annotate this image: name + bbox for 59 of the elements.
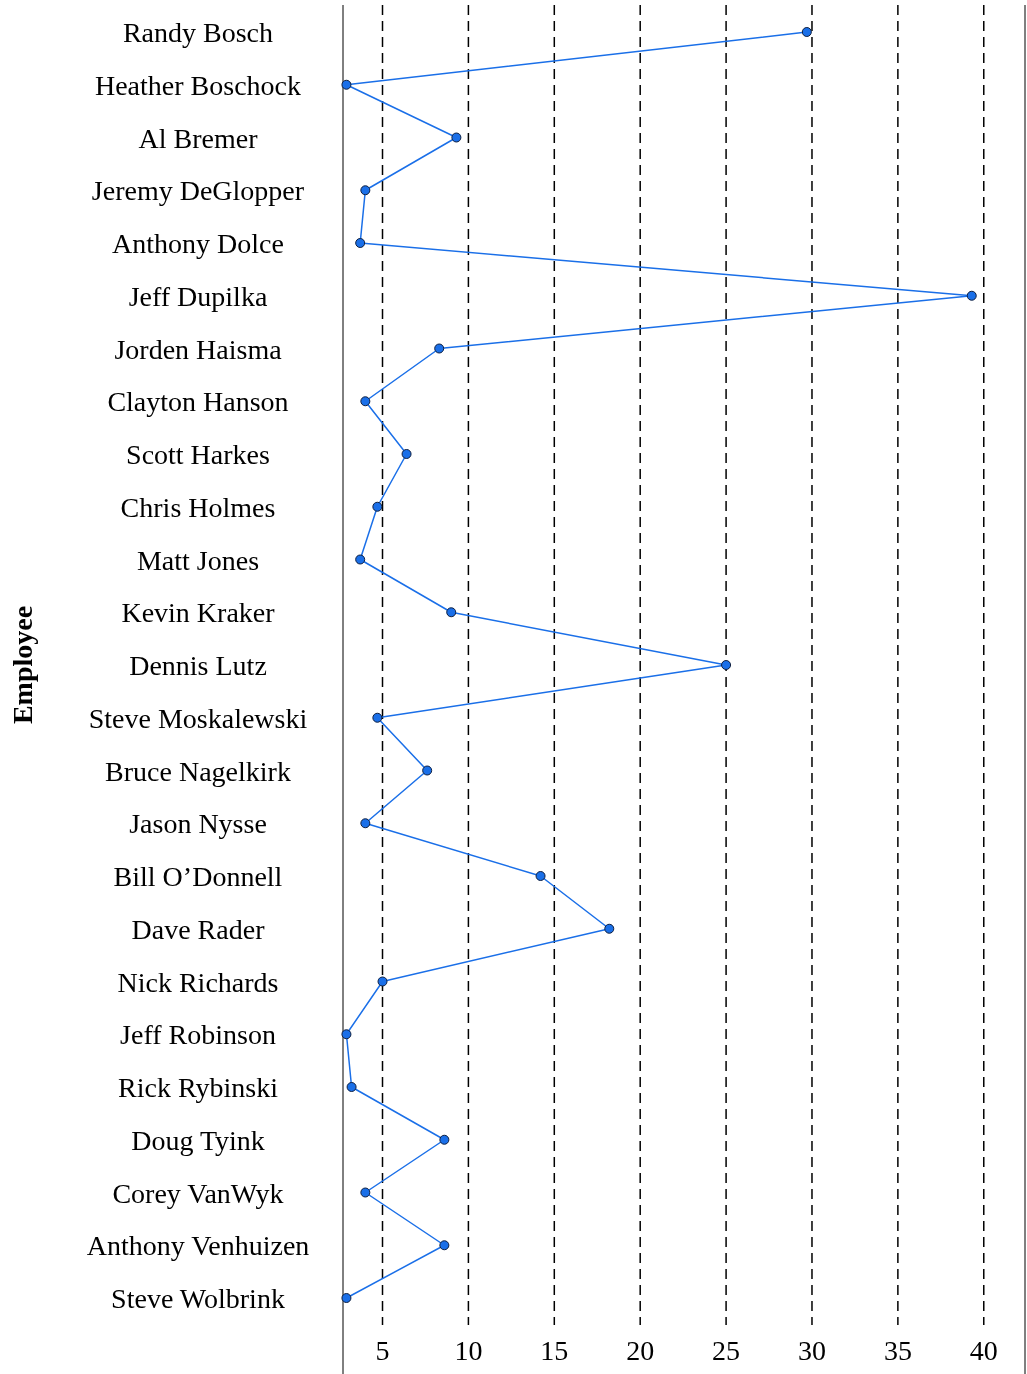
point — [346, 1082, 357, 1092]
x-tick-label: 15 — [540, 1335, 569, 1366]
x-tick-label: 30 — [797, 1335, 826, 1366]
y-tick-label: Steve Wolbrink — [111, 1283, 285, 1314]
point — [439, 1134, 450, 1145]
y-tick-label: Heather Boschock — [94, 69, 302, 101]
point — [372, 501, 383, 512]
y-tick-label: Jeremy DeGlopper — [91, 175, 305, 207]
y-tick-label: Bill O’Donnell — [113, 861, 283, 892]
point — [355, 554, 366, 565]
point — [604, 923, 615, 934]
point — [439, 1240, 450, 1251]
point — [401, 449, 412, 459]
x-tick-label: 10 — [454, 1335, 483, 1366]
y-tick-label: Jason Nysse — [129, 808, 267, 840]
y-tick-label: Anthony Venhuizen — [86, 1230, 310, 1262]
point — [360, 1187, 371, 1198]
y-tick-label: Dave Rader — [131, 913, 266, 945]
y-tick-label: Jeff Robinson — [120, 1019, 276, 1051]
x-tick-label: 40 — [969, 1335, 998, 1366]
point — [422, 765, 433, 776]
y-tick-label: Scott Harkes — [126, 439, 270, 470]
point — [360, 396, 371, 407]
y-tick-label: Steve Moskalewski — [88, 702, 308, 734]
point — [360, 185, 371, 196]
y-tick-label: Nick Richards — [117, 966, 279, 998]
point — [801, 27, 812, 37]
y-tick-label: Dennis Lutz — [129, 650, 267, 681]
point — [372, 712, 383, 723]
point — [721, 660, 732, 670]
point — [451, 132, 462, 143]
point — [377, 976, 388, 987]
point — [341, 79, 352, 90]
point — [966, 290, 977, 301]
y-tick-label: Bruce Nagelkirk — [105, 755, 291, 787]
x-tick-label: 25 — [712, 1335, 741, 1366]
y-tick-label: Matt Jones — [136, 544, 260, 576]
y-tick-label: Al Bremer — [138, 122, 259, 154]
y-tick-label: Rick Rybinski — [118, 1072, 279, 1103]
y-tick-label: Kevin Kraker — [121, 597, 276, 629]
point — [355, 238, 366, 248]
point — [360, 818, 371, 829]
y-tick-label: Randy Bosch — [122, 17, 274, 48]
y-tick-label: Jorden Haisma — [114, 333, 283, 365]
point — [341, 1293, 352, 1303]
y-tick-label: Jeff Dupilka — [128, 280, 268, 312]
y-axis-title: Employee — [7, 605, 38, 725]
point — [446, 607, 457, 618]
x-tick-label: 5 — [375, 1335, 390, 1366]
y-tick-label: Corey VanWyk — [112, 1177, 284, 1209]
point — [341, 1029, 352, 1040]
point — [434, 343, 445, 354]
y-tick-label: Chris Holmes — [120, 491, 276, 523]
y-tick-label: Anthony Dolce — [112, 228, 284, 259]
y-tick-label: Clayton Hanson — [107, 386, 289, 418]
point — [535, 871, 546, 881]
x-tick-label: 35 — [883, 1335, 912, 1366]
x-tick-label: 20 — [626, 1335, 655, 1366]
y-tick-label: Doug Tyink — [131, 1124, 265, 1156]
